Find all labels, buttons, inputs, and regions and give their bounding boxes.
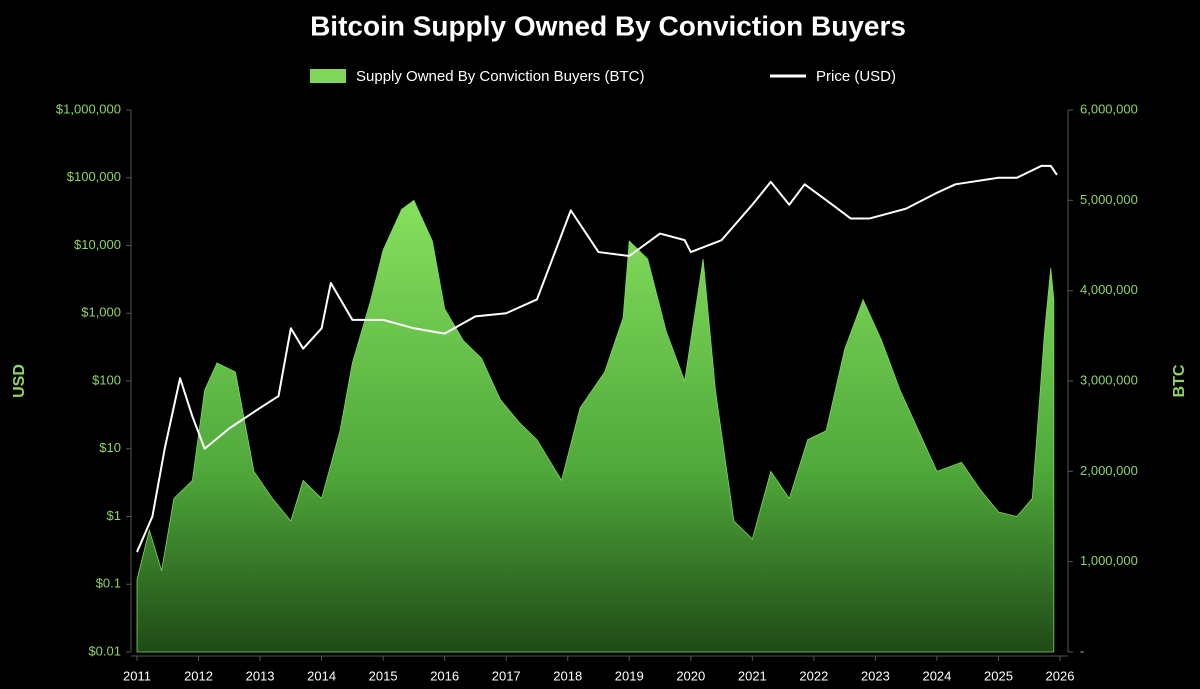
x-tick-label: 2012 [184, 668, 213, 683]
legend-swatch [310, 69, 346, 83]
x-tick-label: 2013 [246, 668, 275, 683]
y2-tick-label: - [1080, 643, 1084, 658]
y-tick-label: $1,000,000 [56, 101, 121, 116]
y2-axis-title: BTC [1171, 364, 1188, 397]
y-tick-label: $10,000 [74, 237, 121, 252]
x-tick-label: 2021 [738, 668, 767, 683]
y-tick-label: $1 [107, 508, 121, 523]
y-tick-label: $0.1 [96, 576, 121, 591]
x-tick-label: 2017 [492, 668, 521, 683]
y2-tick-label: 5,000,000 [1080, 192, 1138, 207]
y-tick-label: $100 [92, 372, 121, 387]
supply-area [136, 199, 1055, 653]
y2-tick-label: 6,000,000 [1080, 101, 1138, 116]
x-tick-label: 2024 [922, 668, 951, 683]
x-tick-label: 2014 [307, 668, 336, 683]
x-tick-label: 2020 [676, 668, 705, 683]
y-tick-label: $1,000 [81, 305, 121, 320]
legend-label: Price (USD) [816, 68, 896, 85]
y2-tick-label: 3,000,000 [1080, 372, 1138, 387]
x-tick-label: 2011 [123, 668, 151, 683]
x-tick-label: 2022 [799, 668, 828, 683]
chart-title: Bitcoin Supply Owned By Conviction Buyer… [310, 10, 906, 41]
y-tick-label: $10 [99, 440, 121, 455]
y-tick-label: $0.01 [88, 643, 121, 658]
y2-tick-label: 1,000,000 [1080, 553, 1138, 568]
legend-label: Supply Owned By Conviction Buyers (BTC) [356, 68, 644, 85]
x-tick-label: 2019 [615, 668, 644, 683]
x-tick-label: 2018 [553, 668, 582, 683]
price-line [136, 164, 1058, 553]
y-axis-title: USD [11, 364, 28, 398]
y-tick-label: $100,000 [67, 169, 121, 184]
y2-tick-label: 4,000,000 [1080, 282, 1138, 297]
x-tick-label: 2023 [861, 668, 890, 683]
x-tick-label: 2016 [430, 668, 459, 683]
y2-tick-label: 2,000,000 [1080, 463, 1138, 478]
x-tick-label: 2026 [1046, 668, 1075, 683]
x-tick-label: 2015 [369, 668, 398, 683]
x-tick-label: 2025 [984, 668, 1013, 683]
